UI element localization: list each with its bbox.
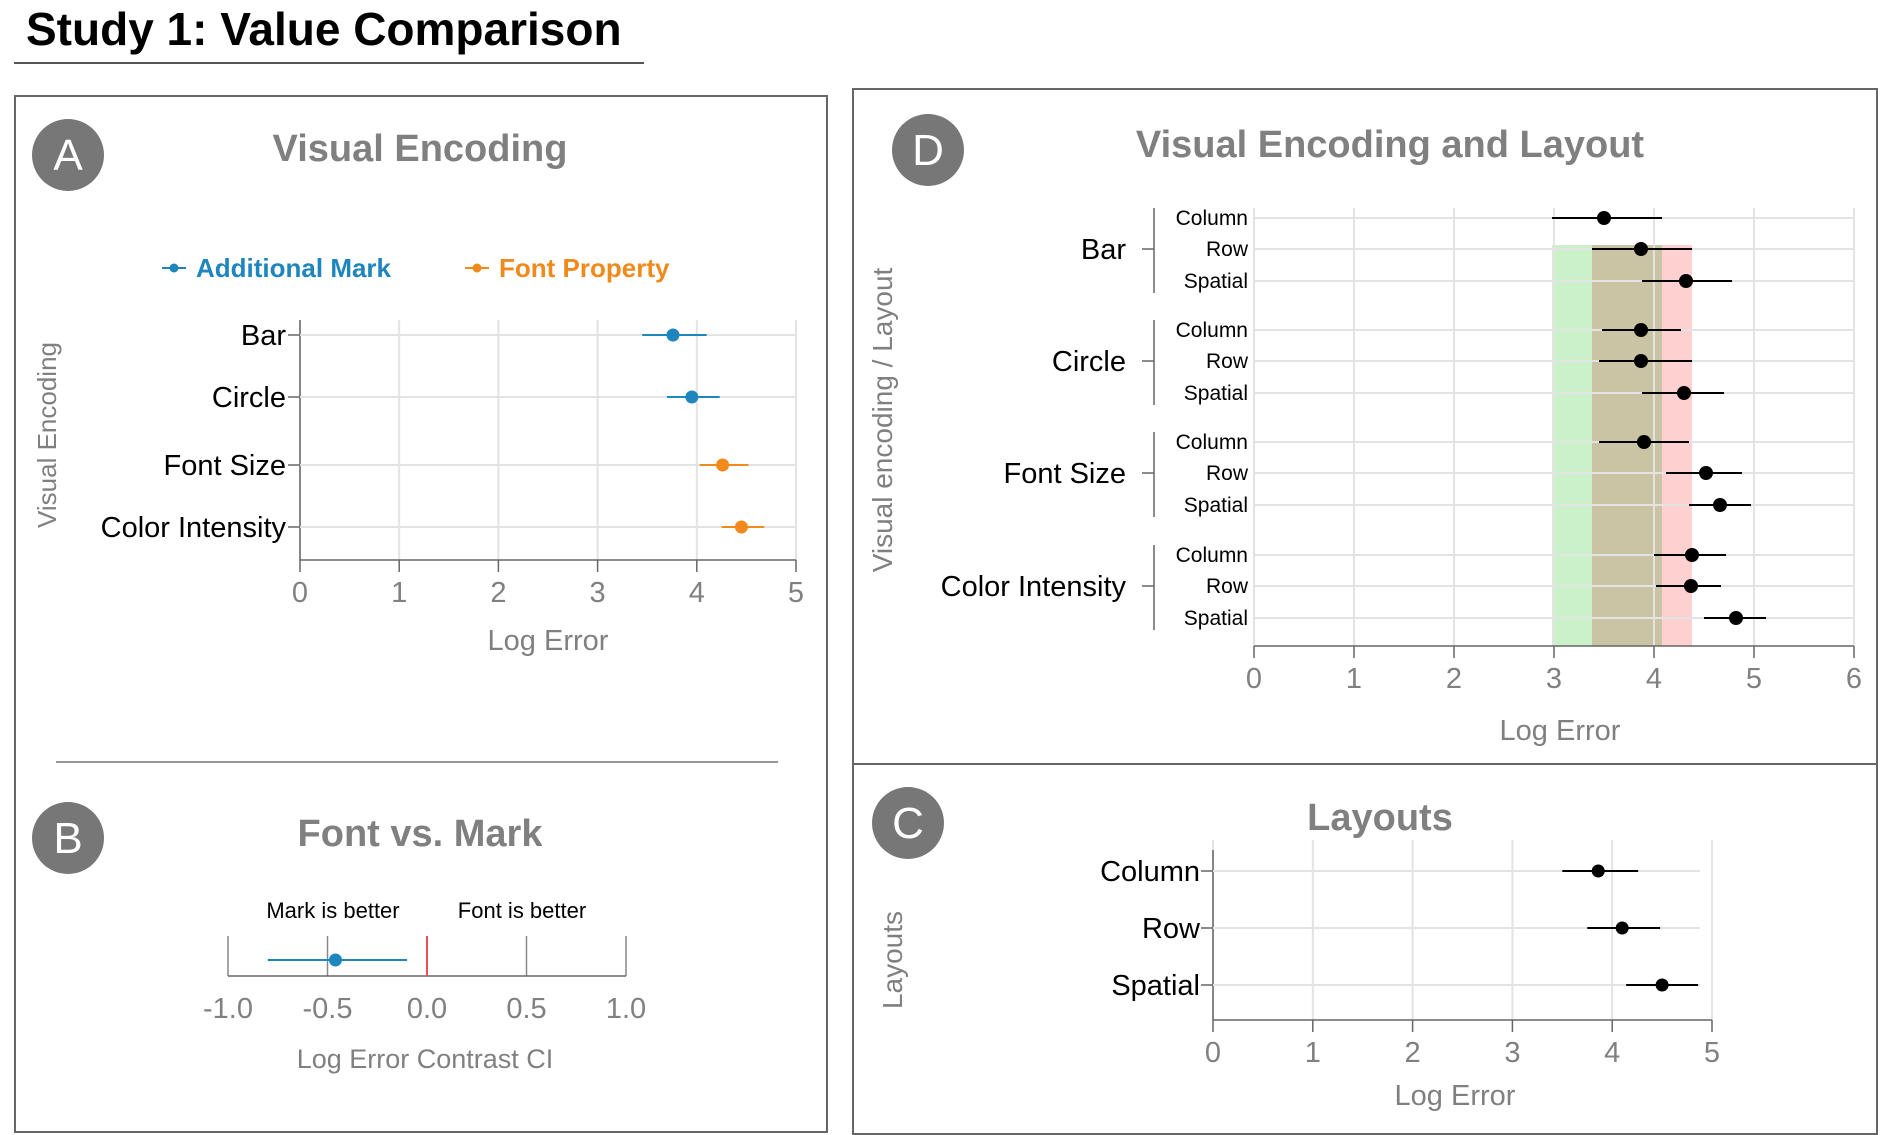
panel-a-category-label: Bar	[241, 320, 286, 352]
panel-b-tick-label: -1.0	[203, 993, 253, 1025]
panel-c-tick-label: 2	[1405, 1037, 1421, 1069]
panel-d-y-axis-title: Visual encoding / Layout	[867, 267, 898, 572]
panel-c-tick-label: 3	[1504, 1037, 1520, 1069]
panel-a-tick-label: 0	[292, 577, 308, 609]
panel-d-tick-label: 3	[1546, 663, 1562, 695]
panel-c-title: Layouts	[1307, 797, 1453, 839]
badge-a-letter: A	[53, 131, 83, 180]
panel-b-x-axis-title: Log Error Contrast CI	[297, 1044, 554, 1074]
legend-swatch	[472, 263, 482, 273]
panel-a-category-label: Font Size	[164, 450, 287, 482]
panel-a-row-point	[666, 328, 680, 342]
panel-a-row-point	[685, 390, 699, 404]
panel-c-tick-label: 1	[1305, 1037, 1321, 1069]
badge-a-circle	[32, 119, 104, 191]
panel-b-title: Font vs. Mark	[298, 813, 544, 855]
panel-d-group-label: Circle	[1052, 346, 1126, 378]
badge-b-letter: B	[53, 814, 82, 863]
annotation-font-better: Font is better	[458, 898, 586, 923]
panel-d-row-label: Column	[1176, 431, 1248, 454]
panel-d-row-label: Spatial	[1184, 270, 1248, 293]
panel-c-category-label: Row	[1142, 913, 1201, 945]
panel-c-row-point	[1591, 864, 1605, 878]
badge-d-letter: D	[912, 126, 944, 175]
panel-d-row-point	[1634, 242, 1648, 256]
panel-b-tick-label: 1.0	[606, 993, 646, 1025]
badge-c-circle	[872, 787, 944, 859]
badge-d-circle	[892, 114, 964, 186]
panel-d-row-label: Spatial	[1184, 382, 1248, 405]
panel-a-category-label: Color Intensity	[101, 512, 287, 544]
panel-d-group-label: Font Size	[1004, 458, 1127, 490]
panel-c-tick-label: 5	[1704, 1037, 1720, 1069]
panel-d-tick-label: 0	[1246, 663, 1262, 695]
panel-c-tick-label: 0	[1205, 1037, 1221, 1069]
panel-c-x-axis-title: Log Error	[1395, 1080, 1516, 1112]
panel-d-row-label: Row	[1206, 575, 1249, 598]
panel-c-category-label: Column	[1100, 856, 1200, 888]
panel-b-tick-label: 0.5	[506, 993, 546, 1025]
panel-a-tick-label: 4	[689, 577, 705, 609]
panel-c-tick-label: 4	[1604, 1037, 1620, 1069]
panel-d-row-label: Spatial	[1184, 607, 1248, 630]
panel-d-row-point	[1685, 548, 1699, 562]
panel-a-category-label: Circle	[212, 382, 286, 414]
panel-a-tick-label: 3	[590, 577, 606, 609]
panel-d-tick-label: 5	[1746, 663, 1762, 695]
panel-d-row-label: Column	[1176, 207, 1248, 230]
panel-c-y-axis-title: Layouts	[877, 911, 908, 1009]
panel-c-row-point	[1615, 921, 1629, 935]
panel-a-title: Visual Encoding	[273, 128, 568, 170]
panel-d-row-point	[1729, 611, 1743, 625]
panel-d-row-point	[1597, 211, 1611, 225]
annotation-mark-better: Mark is better	[266, 898, 399, 923]
panel-d-tick-label: 4	[1646, 663, 1662, 695]
panel-d-row-label: Column	[1176, 319, 1248, 342]
panel-a-y-axis-title: Visual Encoding	[32, 342, 62, 528]
page-title: Study 1: Value Comparison	[26, 3, 622, 55]
panel-d-row-label: Row	[1206, 350, 1249, 373]
panel-d-row-point	[1677, 386, 1691, 400]
panel-d-tick-label: 2	[1446, 663, 1462, 695]
panel-d-row-point	[1634, 354, 1648, 368]
panel-b-tick-label: -0.5	[303, 993, 353, 1025]
panel-c-row-point	[1655, 978, 1669, 992]
panel-d-row-point	[1637, 435, 1651, 449]
panel-d	[852, 88, 1878, 765]
panel-c-category-label: Spatial	[1111, 970, 1200, 1002]
panel-d-row-label: Row	[1206, 238, 1249, 261]
panel-d-row-point	[1713, 498, 1727, 512]
panel-a-b	[14, 95, 828, 1133]
legend-label: Font Property	[499, 253, 670, 283]
panel-c	[852, 763, 1878, 1135]
panel-d-row-point	[1634, 323, 1648, 337]
badge-c-letter: C	[892, 799, 924, 848]
panel-d-row-point	[1699, 466, 1713, 480]
panel-b-tick-label: 0.0	[407, 993, 447, 1025]
panel-d-row-label: Spatial	[1184, 494, 1248, 517]
panel-d-tick-label: 1	[1346, 663, 1362, 695]
panel-d-row-point	[1679, 274, 1693, 288]
panel-d-x-axis-title: Log Error	[1500, 715, 1621, 747]
badge-b-circle	[32, 802, 104, 874]
panel-d-row-point	[1684, 579, 1698, 593]
panel-d-row-label: Column	[1176, 544, 1248, 567]
panel-d-group-label: Color Intensity	[941, 571, 1127, 603]
panel-a-x-axis-title: Log Error	[488, 625, 609, 657]
legend-label: Additional Mark	[196, 253, 392, 283]
panel-a-row-point	[734, 520, 748, 534]
panel-a-tick-label: 2	[490, 577, 506, 609]
panel-d-row-label: Row	[1206, 462, 1249, 485]
panel-a-tick-label: 5	[788, 577, 804, 609]
legend-swatch	[169, 263, 179, 273]
panel-d-tick-label: 6	[1846, 663, 1862, 695]
panel-d-title: Visual Encoding and Layout	[1136, 124, 1644, 166]
panel-d-group-label: Bar	[1081, 234, 1126, 266]
panel-a-tick-label: 1	[391, 577, 407, 609]
panel-a-row-point	[716, 458, 730, 472]
title-underline	[14, 62, 644, 64]
panel-b-contrast-point	[328, 953, 342, 967]
